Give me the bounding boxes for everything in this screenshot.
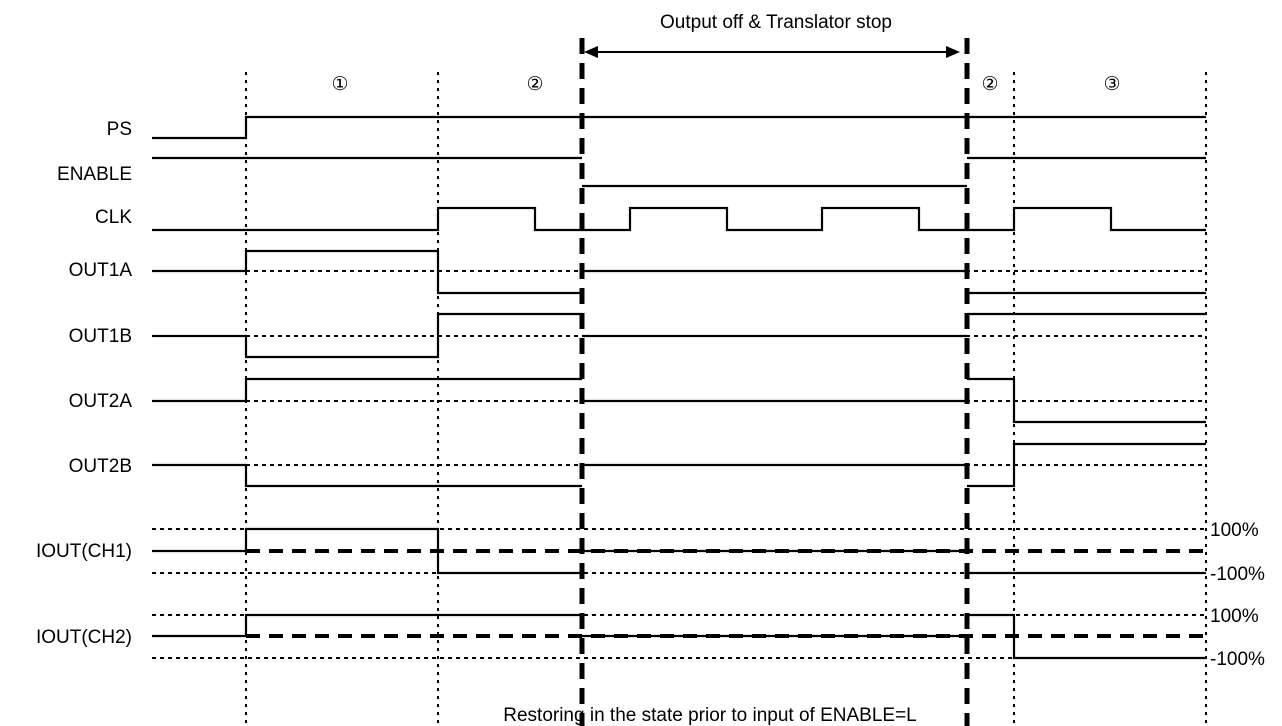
signal-label-enable: ENABLE bbox=[57, 164, 132, 185]
signal-label-out2a: OUT2A bbox=[69, 391, 133, 412]
signal-label-clk: CLK bbox=[95, 207, 132, 228]
phase-label-1: ① bbox=[331, 74, 348, 95]
phase-label-2b: ② bbox=[981, 74, 998, 95]
iout-ch2-neg-level-label: -100% bbox=[1210, 649, 1265, 670]
out1a-waveform bbox=[152, 249, 582, 295]
iout-ch2-waveform-resume bbox=[967, 613, 1206, 660]
out2a-waveform-resume bbox=[967, 377, 1206, 424]
out2b-waveform bbox=[152, 463, 582, 488]
iout-ch2-pos-level-label: 100% bbox=[1210, 606, 1259, 627]
signal-label-out2b: OUT2B bbox=[69, 456, 132, 477]
span-arrow bbox=[584, 46, 960, 58]
signal-label-iout-ch2: IOUT(CH2) bbox=[36, 627, 132, 648]
signal-label-out1b: OUT1B bbox=[69, 326, 132, 347]
signal-label-iout-ch1: IOUT(CH1) bbox=[36, 541, 132, 562]
iout-ch1-pos-level-label: 100% bbox=[1210, 520, 1259, 541]
signal-label-ps: PS bbox=[107, 119, 132, 140]
iout-ch1-waveform bbox=[152, 527, 582, 575]
footer-caption: Restoring in the state prior to input of… bbox=[503, 705, 916, 726]
signal-label-out1a: OUT1A bbox=[69, 260, 133, 281]
iout-ch1-neg-level-label: -100% bbox=[1210, 564, 1265, 585]
ps-waveform bbox=[152, 115, 1206, 140]
out2b-waveform-resume bbox=[967, 442, 1206, 488]
out2a-waveform bbox=[152, 377, 582, 403]
clk-waveform bbox=[152, 206, 1206, 232]
out1b-waveform bbox=[152, 312, 582, 359]
iout-ch2-waveform bbox=[152, 613, 582, 638]
phase-label-2: ② bbox=[526, 74, 543, 95]
span-label: Output off & Translator stop bbox=[660, 12, 892, 33]
phase-label-3: ③ bbox=[1103, 74, 1120, 95]
